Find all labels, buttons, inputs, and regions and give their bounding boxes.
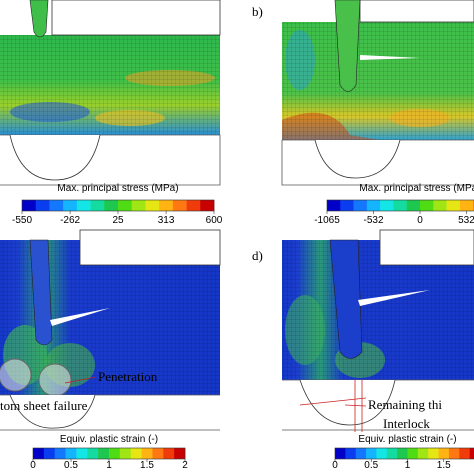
colorbar-segment	[335, 448, 346, 459]
colorbar-tick-label: 1.5	[437, 460, 451, 471]
colorbar-segment	[159, 200, 174, 211]
colorbar-title: Equiv. plastic strain (-)	[358, 434, 456, 445]
colorbar-segment	[76, 448, 88, 459]
colorbar-segment	[376, 448, 388, 459]
colorbars: Max. principal stress (MPa) -550 -262 25 313…	[12, 183, 474, 471]
colorbar-segment	[366, 200, 381, 211]
colorbar-segment	[119, 448, 132, 459]
panel-label: d)	[252, 248, 263, 263]
colorbar-title: Max. principal stress (MPa)	[359, 183, 474, 194]
colorbar-segment	[428, 448, 439, 459]
colorbar-segment	[353, 200, 368, 211]
colorbar-tick-label: -532	[364, 215, 384, 226]
colorbar-tick-label: 532	[458, 215, 474, 226]
colorbar-segment	[386, 448, 398, 459]
colorbar-segment	[174, 448, 186, 459]
colorbar-segment	[340, 200, 354, 211]
colorbar-segment	[63, 200, 78, 211]
colorbar-segment	[366, 448, 377, 459]
annotation: tom sheet failure	[0, 398, 88, 413]
annotation: Penetration	[98, 369, 158, 384]
colorbar-segment	[459, 448, 470, 459]
colorbar-tick-label: 0	[332, 460, 338, 471]
colorbar-segment	[393, 200, 408, 211]
colorbar-title: Max. principal stress (MPa)	[57, 183, 178, 194]
colorbar-segment	[22, 200, 37, 211]
colorbar-segment	[380, 200, 394, 211]
colorbar-segment	[186, 200, 201, 211]
colorbar-tick-label: 1	[106, 460, 112, 471]
colorbar-segment	[49, 200, 64, 211]
colorbar-tick-label: -262	[60, 215, 80, 226]
colorbar-tick-label: 1	[405, 460, 411, 471]
panel-d: d) Remaining thi Interlock	[252, 229, 474, 432]
panel-a	[0, 0, 221, 186]
colorbar-tick-label: 0	[417, 215, 423, 226]
annotation: Remaining thi	[368, 397, 442, 412]
colorbar-tick-label: 1.5	[140, 460, 154, 471]
colorbar-segment	[355, 448, 367, 459]
colorbar-segment	[65, 448, 77, 459]
annotation: Interlock	[383, 416, 430, 431]
colorbar-segment	[469, 448, 474, 459]
colorbar-segment	[104, 200, 119, 211]
colorbar-segment	[109, 448, 121, 459]
colorbar-segment	[152, 448, 164, 459]
colorbar-tick-label: 0	[30, 460, 36, 471]
colorbar-segment	[433, 200, 447, 211]
colorbar-tick-label: 0.5	[64, 460, 78, 471]
colorbar-segment	[33, 448, 45, 459]
colorbar-segment	[163, 448, 175, 459]
colorbar-segment	[98, 448, 110, 459]
colorbar-segment	[145, 200, 160, 211]
colorbar-segment	[448, 448, 460, 459]
colorbar-segment	[118, 200, 133, 211]
colorbar-segment	[130, 448, 142, 459]
colorbar-segment	[76, 200, 91, 211]
colorbar-segment	[459, 200, 474, 211]
panel-b: b)	[252, 0, 474, 186]
colorbar-segment	[90, 200, 105, 211]
colorbar-segment	[407, 448, 419, 459]
colorbar-segment	[345, 448, 357, 459]
colorbar-tick-label: -1065	[314, 215, 340, 226]
panel-label: b)	[252, 4, 263, 19]
colorbar-tick-label: 313	[158, 215, 175, 226]
colorbar-segment	[172, 200, 187, 211]
colorbar-tick-label: 2	[182, 460, 188, 471]
colorbar-segment	[200, 200, 215, 211]
colorbar-segment	[420, 200, 434, 211]
colorbar-segment	[438, 448, 450, 459]
colorbar-segment	[131, 200, 146, 211]
colorbar-segment	[406, 200, 421, 211]
colorbar-tick-label: 600	[206, 215, 223, 226]
colorbar-segment	[397, 448, 408, 459]
colorbar-segment	[35, 200, 50, 211]
colorbar-segment	[87, 448, 99, 459]
colorbar-tick-label: 25	[112, 215, 124, 226]
colorbar-segment	[141, 448, 153, 459]
colorbar-tick-label: 0.5	[364, 460, 378, 471]
colorbar-segment	[54, 448, 66, 459]
colorbar-segment	[43, 448, 56, 459]
colorbar-segment	[327, 200, 341, 211]
colorbar-segment	[446, 200, 461, 211]
colorbar-title: Equiv. plastic strain (-)	[60, 434, 158, 445]
panel-c: Penetration tom sheet failure	[0, 229, 221, 431]
colorbar-segment	[417, 448, 429, 459]
colorbar-tick-label: -550	[12, 215, 32, 226]
